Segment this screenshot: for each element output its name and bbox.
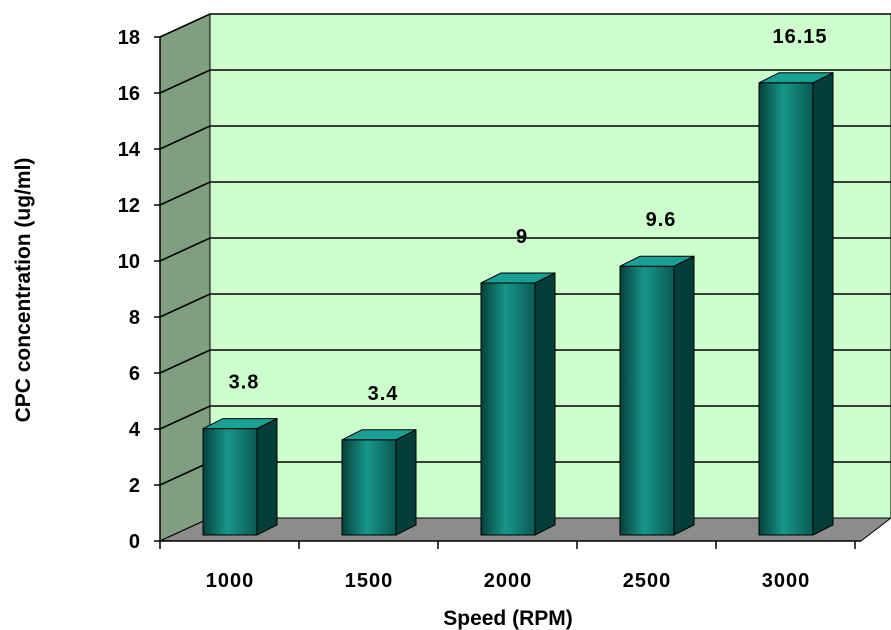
x-tick-label: 2500: [623, 570, 672, 592]
x-tick-label: 2000: [484, 570, 533, 592]
y-tick-label: 14: [118, 139, 141, 161]
bar-side: [395, 428, 417, 536]
bar: [619, 255, 695, 536]
x-tick-label: 3000: [762, 570, 811, 592]
gridline: [159, 181, 891, 206]
y-tick-label: 8: [129, 307, 140, 329]
y-tick-label: 2: [129, 475, 140, 497]
y-tick-label: 16: [118, 83, 140, 105]
bar-top: [619, 255, 695, 267]
bar-side: [812, 71, 834, 536]
y-axis-title: CPC concentration (ug/ml): [12, 158, 35, 423]
bar-top: [480, 272, 556, 284]
y-tick-label: 0: [129, 531, 140, 553]
bar: [202, 417, 278, 536]
data-label: 16.15: [772, 26, 827, 48]
bar-front: [758, 82, 814, 536]
bar-top: [758, 72, 834, 84]
bar-side: [256, 417, 278, 536]
bar: [758, 71, 834, 536]
x-tick-label: 1000: [206, 570, 255, 592]
y-tick-label: 12: [118, 195, 140, 217]
bar-top: [341, 429, 417, 441]
bar: [341, 428, 417, 536]
bar: [480, 272, 556, 536]
data-label: 9.6: [646, 209, 677, 231]
bar-side: [673, 255, 695, 536]
x-tick-label: 1500: [345, 570, 394, 592]
gridline: [159, 237, 891, 262]
y-tick-label: 6: [129, 363, 140, 385]
bar-front: [202, 428, 258, 536]
bar-side: [534, 272, 556, 536]
bar-front: [619, 265, 675, 536]
bar-top: [202, 418, 278, 430]
gridline: [159, 125, 891, 150]
y-tick-label: 10: [118, 251, 140, 273]
bar-front: [341, 439, 397, 536]
bar-front: [480, 282, 536, 536]
data-label: 9: [516, 226, 528, 248]
y-tick-label: 18: [118, 27, 140, 49]
gridline: [159, 13, 891, 38]
data-label: 3.4: [368, 383, 399, 405]
y-tick-label: 4: [129, 419, 141, 441]
gridline: [159, 69, 891, 94]
data-label: 3.8: [229, 372, 260, 394]
x-axis-title: Speed (RPM): [443, 607, 573, 630]
